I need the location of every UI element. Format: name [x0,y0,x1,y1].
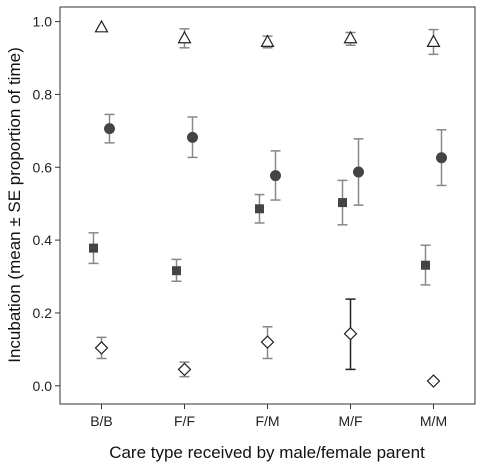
x-tick-label: B/B [90,413,113,429]
data-point-triangle [177,30,192,44]
x-axis-label: Care type received by male/female parent [109,443,425,462]
data-point-square [89,243,98,253]
data-point-circle [436,152,447,164]
data-point-square [421,260,430,270]
data-point-circle [353,166,364,178]
x-tick-label: F/F [174,413,195,429]
data-point-circle [187,131,198,143]
data-point-triangle [94,19,109,33]
x-tick-label: M/M [420,413,447,429]
x-tick-label: M/F [338,413,362,429]
x-tick-label: F/M [255,413,279,429]
data-point-square [338,198,347,208]
y-tick-label: 0.4 [33,232,53,248]
y-tick-label: 0.6 [33,159,53,175]
data-point-circle [270,170,281,182]
data-point-diamond [177,362,192,377]
data-point-circle [104,123,115,135]
x-axis: B/B F/F F/M M/F M/M [90,404,447,429]
data-point-triangle [343,30,358,44]
data-point-square [172,266,181,276]
y-tick-label: 1.0 [33,14,53,30]
data-point-triangle [260,34,275,48]
data-point-diamond [260,335,275,349]
y-axis: 0.0 0.2 0.4 0.6 0.8 1.0 [33,14,60,394]
data-point-diamond [343,326,358,341]
data-point-triangle [426,34,441,48]
y-tick-label: 0.8 [33,86,53,102]
data-point-square [255,204,264,214]
y-axis-label: Incubation (mean ± SE proportion of time… [5,47,24,363]
data-marks [88,19,447,388]
y-tick-label: 0.0 [33,378,53,394]
y-tick-label: 0.2 [33,305,53,321]
data-point-diamond [426,374,441,388]
data-point-diamond [94,341,109,355]
